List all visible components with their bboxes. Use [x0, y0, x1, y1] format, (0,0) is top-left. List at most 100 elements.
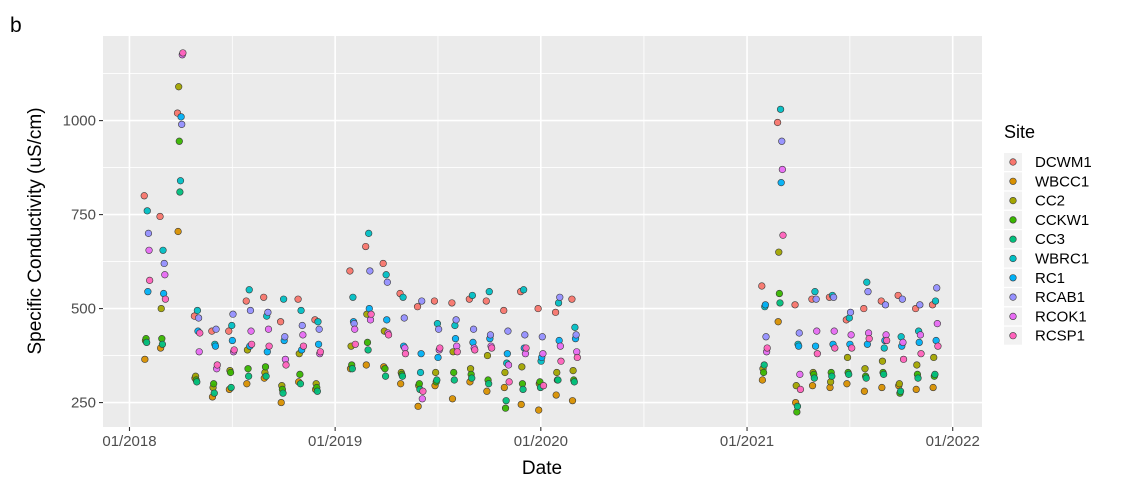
data-point-dcwm1 [482, 297, 490, 305]
legend-item-dcwm1: DCWM1 [1004, 153, 1092, 171]
data-point-wbrc1 [485, 288, 493, 296]
legend-label: DCWM1 [1035, 154, 1092, 171]
data-point-wbcc1 [174, 227, 182, 236]
data-point-cc3 [245, 372, 253, 380]
data-point-cc3 [776, 299, 784, 307]
data-point-wbcc1 [912, 385, 920, 394]
data-point-wbcc1 [758, 376, 767, 384]
data-point-rcab1 [778, 137, 786, 145]
data-point-dcwm1 [860, 304, 868, 313]
data-point-rcab1 [795, 329, 803, 337]
legend-label: CC3 [1035, 231, 1065, 248]
data-point-rcsp1 [539, 382, 548, 390]
data-point-rcab1 [212, 325, 220, 333]
data-point-rcok1 [418, 395, 426, 403]
data-point-rcsp1 [471, 346, 479, 354]
data-point-cc3 [570, 378, 578, 386]
legend-label: RCSP1 [1035, 328, 1085, 345]
data-points [140, 49, 942, 416]
data-point-rcsp1 [146, 276, 154, 284]
legend-item-rc1: RC1 [1004, 268, 1065, 287]
data-point-dcwm1 [379, 259, 387, 268]
data-point-rcab1 [281, 333, 289, 341]
y-tick-label: 500 [71, 301, 96, 318]
data-point-cckw1 [226, 368, 235, 377]
data-point-cc3 [262, 372, 270, 380]
data-point-rcsp1 [453, 348, 461, 356]
data-point-wbcc1 [483, 387, 491, 395]
data-point-dcwm1 [140, 192, 148, 200]
data-point-rcsp1 [899, 355, 908, 363]
data-point-rcsp1 [282, 361, 290, 369]
data-point-rcok1 [145, 246, 153, 254]
y-tick-label: 750 [71, 207, 96, 224]
data-point-rcok1 [933, 320, 941, 328]
data-point-wbcc1 [397, 380, 405, 388]
data-point-rcab1 [521, 331, 529, 339]
data-point-rcok1 [796, 370, 804, 378]
data-point-cc3 [828, 372, 836, 380]
data-point-rcsp1 [213, 361, 221, 369]
data-point-rcab1 [846, 308, 855, 316]
data-point-cc2 [775, 248, 783, 256]
data-point-cc2 [501, 368, 509, 377]
data-point-rc1 [811, 342, 820, 350]
data-point-wbcc1 [141, 355, 149, 363]
data-point-rc1 [383, 316, 391, 324]
y-tick-label: 250 [71, 395, 96, 412]
legend-swatch [1009, 235, 1017, 243]
data-point-rcsp1 [831, 344, 839, 352]
x-tick-label: 01/2020 [514, 433, 568, 450]
data-point-dcwm1 [773, 118, 782, 127]
data-point-cc3 [931, 370, 939, 378]
data-point-cckw1 [175, 137, 183, 145]
data-point-rc1 [777, 179, 785, 187]
data-point-dcwm1 [791, 301, 799, 309]
legend-swatch [1009, 274, 1017, 282]
legend: Site DCWM1 WBCC1 CC2 CCKW1 CC3 WBRC1 RC1 RCAB1 R… [1004, 122, 1092, 345]
data-point-rcok1 [847, 331, 855, 339]
data-point-rcab1 [864, 288, 872, 296]
y-axis-ticks: 250 500 750 1000 [63, 113, 103, 412]
data-point-cc3 [313, 387, 321, 395]
data-point-wbrc1 [143, 207, 151, 215]
data-point-cc3 [348, 365, 356, 373]
legend-swatch [1009, 197, 1017, 205]
data-point-wbcc1 [500, 383, 508, 392]
data-point-cc2 [861, 365, 869, 373]
data-point-dcwm1 [568, 295, 576, 303]
data-point-rcsp1 [848, 344, 856, 352]
data-point-rcsp1 [419, 387, 427, 395]
data-point-cckw1 [381, 365, 389, 373]
data-point-rcsp1 [367, 310, 375, 318]
data-point-dcwm1 [225, 327, 233, 335]
x-axis-ticks: 01/2018 01/2019 01/2020 01/2021 01/2022 [102, 427, 980, 450]
data-point-rcab1 [452, 316, 460, 324]
data-point-wbcc1 [878, 383, 886, 392]
data-point-cckw1 [296, 370, 304, 378]
legend-item-wbcc1: WBCC1 [1004, 172, 1089, 191]
data-point-rcsp1 [505, 378, 513, 386]
data-point-dcwm1 [277, 318, 285, 326]
data-point-wbcc1 [552, 391, 560, 399]
legend-item-rcsp1: RCSP1 [1004, 326, 1085, 345]
data-point-rcab1 [572, 331, 580, 339]
data-point-dcwm1 [500, 306, 508, 315]
data-point-cc3 [845, 370, 853, 378]
data-point-cc3 [398, 372, 407, 380]
data-point-dcwm1 [430, 297, 439, 305]
data-point-wbcc1 [277, 398, 285, 407]
data-point-cc2 [930, 353, 938, 362]
data-point-cckw1 [210, 380, 218, 388]
data-point-rcok1 [899, 338, 907, 347]
data-point-wbrc1 [297, 306, 305, 315]
legend-label: WBRC1 [1035, 251, 1089, 268]
data-point-cc3 [896, 387, 905, 395]
data-point-rcab1 [315, 325, 323, 333]
data-point-rcab1 [298, 321, 306, 330]
legend-label: CC2 [1035, 193, 1065, 210]
data-point-wbcc1 [568, 397, 577, 405]
data-point-rcok1 [195, 348, 203, 356]
data-point-cckw1 [261, 363, 270, 371]
